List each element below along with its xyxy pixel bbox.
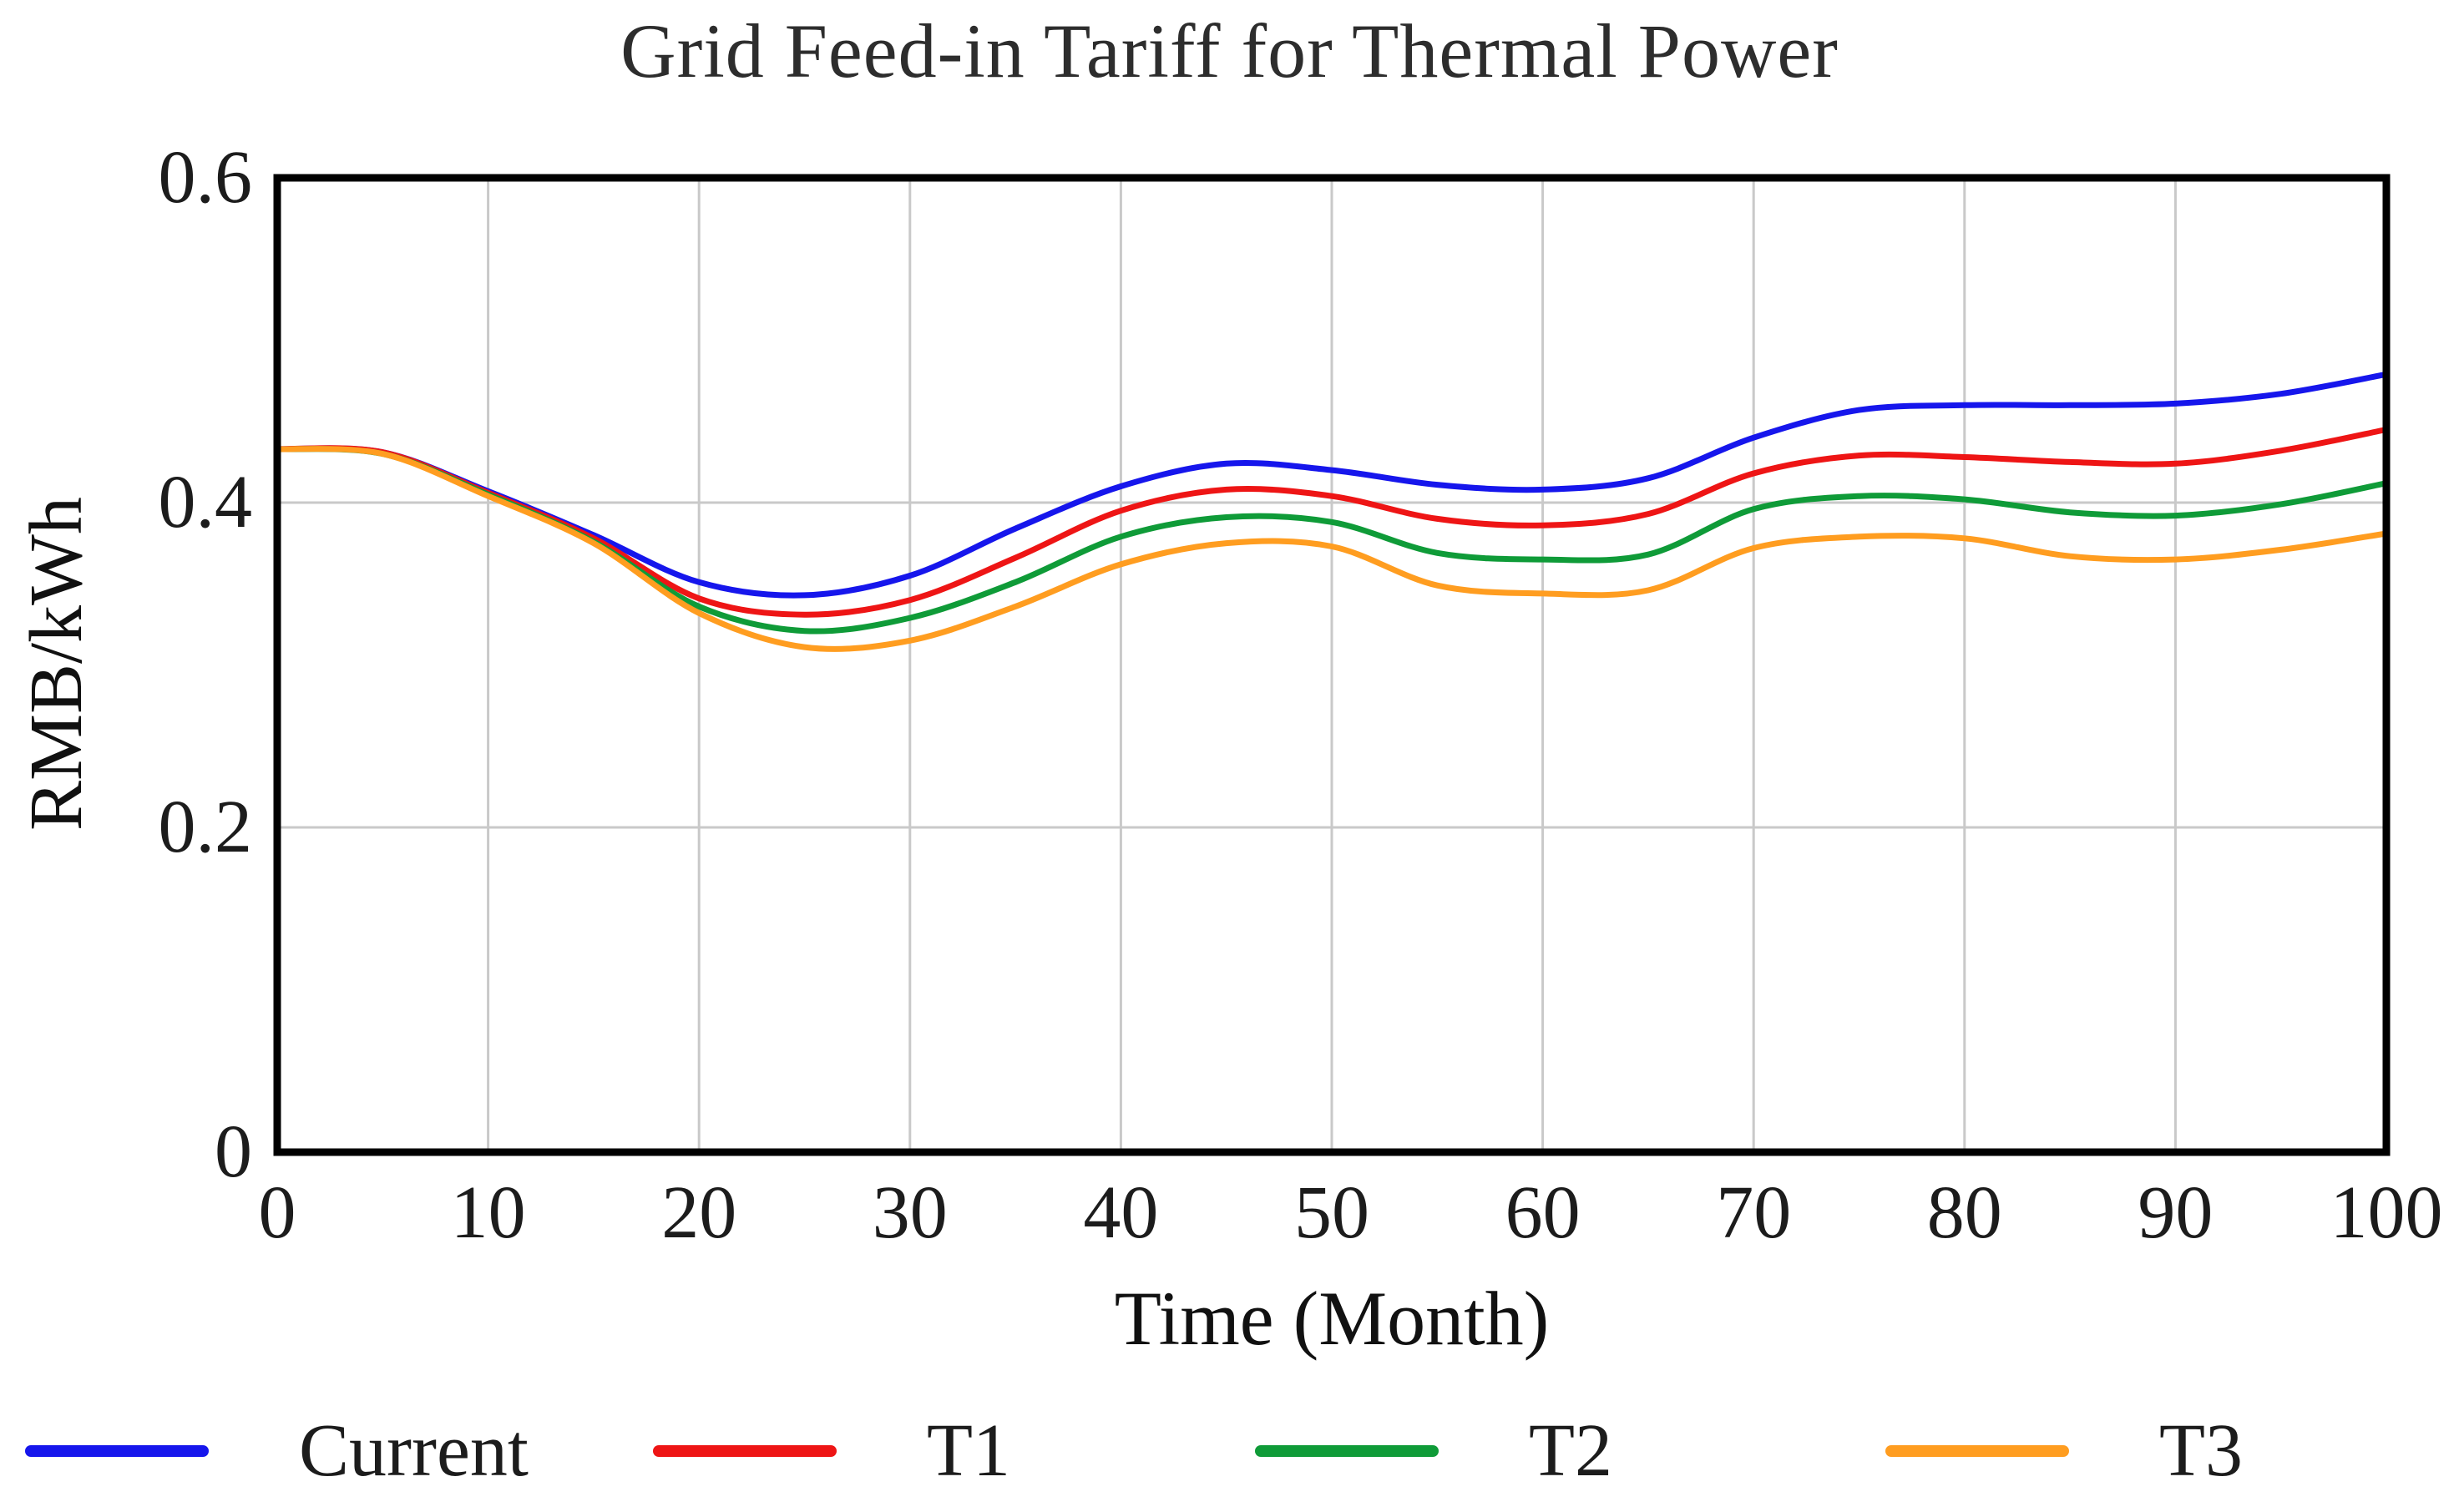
x-tick-label-100: 100 (2330, 1171, 2443, 1254)
chart-title: Grid Feed-in Tariff for Thermal Power (620, 8, 1839, 94)
x-tick-label-60: 60 (1505, 1171, 1581, 1254)
legend-entry-t1: T1 (653, 1401, 1010, 1501)
series-line-current (274, 371, 2390, 599)
x-tick-label-80: 80 (1926, 1171, 2002, 1254)
legend-entry-t2: T2 (1255, 1401, 1612, 1501)
y-tick-label-0.2: 0.2 (158, 786, 253, 868)
x-tick-label-0: 0 (258, 1171, 296, 1254)
x-axis-title: Time (Month) (1114, 1276, 1550, 1361)
y-tick-label-0: 0 (215, 1110, 252, 1193)
legend-label-t1: T1 (927, 1409, 1010, 1492)
series-line-t1 (274, 427, 2390, 618)
x-tick-label-70: 70 (1716, 1171, 1792, 1254)
x-tick-label-40: 40 (1083, 1171, 1159, 1254)
legend-label-t3: T3 (2159, 1409, 2243, 1492)
plot-area (273, 174, 2391, 1156)
legend-line-swatch-current (25, 1445, 209, 1457)
legend-entry-t3: T3 (1885, 1401, 2243, 1501)
y-tick-label-0.4: 0.4 (158, 461, 253, 544)
x-tick-label-30: 30 (872, 1171, 948, 1254)
x-tick-label-10: 10 (450, 1171, 526, 1254)
series-line-t3 (274, 446, 2390, 652)
legend-label-t2: T2 (1529, 1409, 1612, 1492)
legend-entry-current: Current (25, 1401, 529, 1501)
legend-line-swatch-t2 (1255, 1445, 1439, 1457)
plot-frame (273, 174, 2391, 1156)
legend-label-current: Current (299, 1409, 529, 1492)
y-tick-label-0.6: 0.6 (158, 136, 253, 219)
legend-line-swatch-t1 (653, 1445, 837, 1457)
x-tick-label-50: 50 (1294, 1171, 1369, 1254)
legend: Current T1 T2 T3 (0, 1401, 2459, 1501)
legend-line-swatch-t3 (1885, 1445, 2069, 1457)
y-axis-title: RMB/kWh (15, 496, 98, 832)
x-tick-label-90: 90 (2138, 1171, 2214, 1254)
x-tick-label-20: 20 (661, 1171, 737, 1254)
